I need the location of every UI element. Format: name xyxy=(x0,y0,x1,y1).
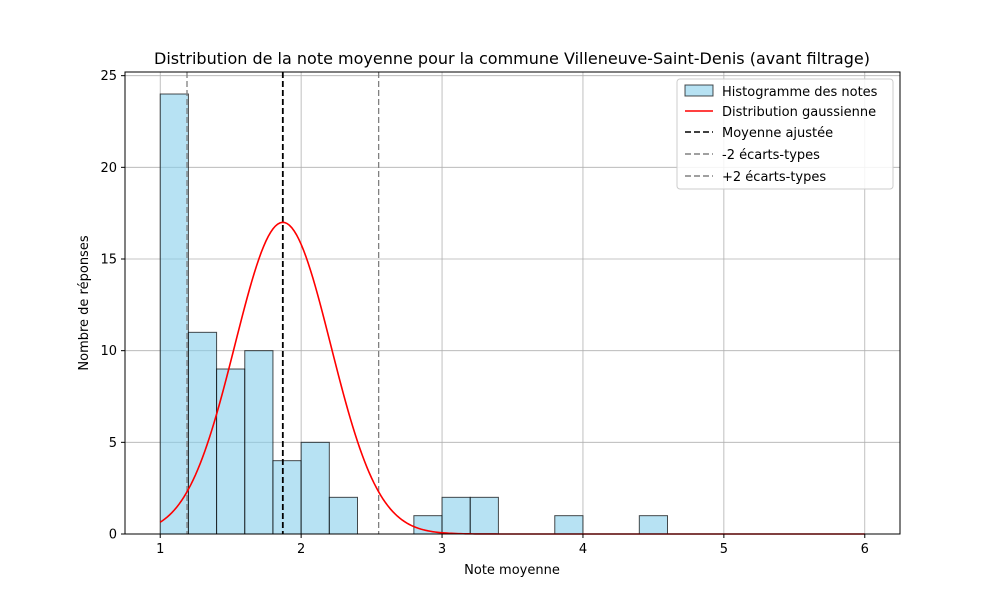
y-tick-label: 20 xyxy=(100,161,117,176)
x-tick-label: 3 xyxy=(438,542,446,557)
x-axis-label: Note moyenne xyxy=(464,563,560,578)
histogram-bar xyxy=(469,496,499,535)
x-tick-label: 2 xyxy=(297,542,305,557)
legend-gaussian-label: Distribution gaussienne xyxy=(722,105,876,120)
legend-mean-label: Moyenne ajustée xyxy=(722,126,833,141)
histogram-bar xyxy=(187,331,218,535)
reference-lines xyxy=(186,72,380,534)
legend-plus2sd-label: +2 écarts-types xyxy=(722,170,826,185)
y-tick-label: 10 xyxy=(100,344,117,359)
histogram-bar xyxy=(441,496,471,535)
histogram-bar xyxy=(328,496,358,535)
y-axis-label: Nombre de réponses xyxy=(77,235,92,370)
histogram-bar xyxy=(159,93,189,535)
histogram-bars xyxy=(159,93,668,535)
histogram-bar xyxy=(554,515,584,535)
legend: Histogramme des notes Distribution gauss… xyxy=(676,78,894,190)
legend-box xyxy=(676,78,894,190)
histogram-bar xyxy=(216,368,246,535)
legend-minus2sd-label: -2 écarts-types xyxy=(722,148,820,163)
legend-histogram-label: Histogramme des notes xyxy=(722,85,878,100)
histogram-bar xyxy=(300,441,330,535)
legend-histogram-swatch xyxy=(684,84,714,97)
histogram-bar xyxy=(244,350,274,535)
y-tick-label: 0 xyxy=(109,528,117,543)
histogram-bar xyxy=(272,460,302,535)
y-axis-ticks: 0 5 10 15 20 25 xyxy=(100,69,125,543)
x-tick-label: 4 xyxy=(579,542,587,557)
histogram-bar xyxy=(638,515,668,535)
y-tick-label: 25 xyxy=(100,69,117,84)
chart-title: Distribution de la note moyenne pour la … xyxy=(154,49,870,68)
x-tick-label: 1 xyxy=(156,542,164,557)
y-tick-label: 15 xyxy=(100,253,117,268)
x-tick-label: 6 xyxy=(861,542,869,557)
x-axis-ticks: 1 2 3 4 5 6 xyxy=(156,534,869,557)
plot-frame xyxy=(124,71,901,535)
y-tick-label: 5 xyxy=(109,436,117,451)
x-tick-label: 5 xyxy=(720,542,728,557)
